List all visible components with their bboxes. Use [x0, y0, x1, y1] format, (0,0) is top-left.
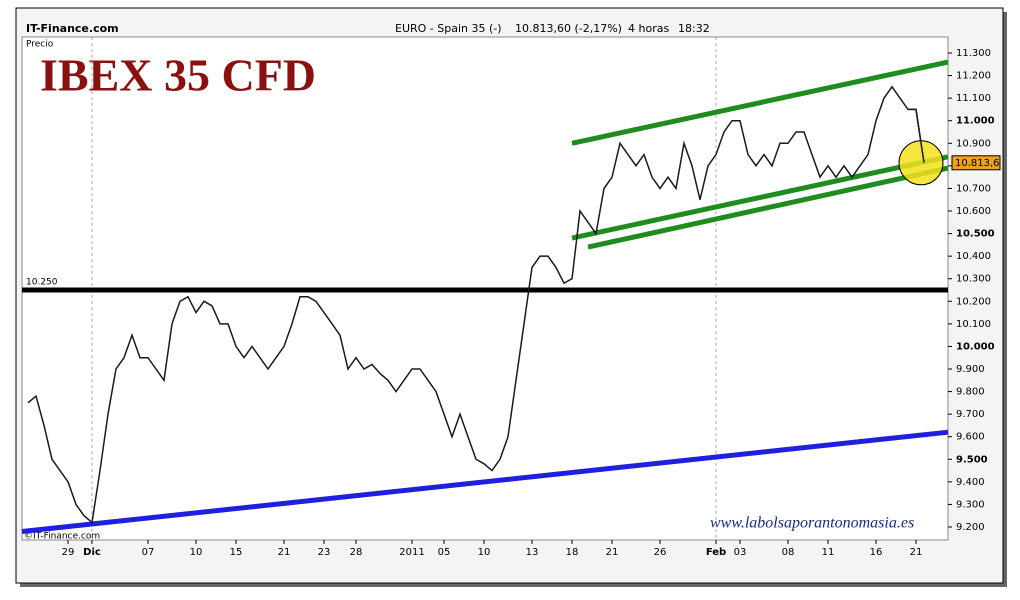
- last-price-label: 10.813,6: [955, 158, 1000, 169]
- trendline: [21, 429, 949, 535]
- x-tick-label: 10: [190, 547, 203, 558]
- y-tick-label: 11.200: [956, 71, 991, 82]
- x-tick-label: 08: [782, 547, 795, 558]
- y-tick-label: 10.700: [956, 183, 991, 194]
- x-tick-label: 21: [278, 547, 291, 558]
- x-tick-label: Feb: [706, 547, 726, 558]
- y-tick-label: 10.200: [956, 296, 991, 307]
- x-tick-label: 10: [478, 547, 491, 558]
- source: IT-Finance.com: [26, 22, 119, 35]
- price-line: [27, 85, 925, 524]
- x-tick-label: 21: [910, 547, 923, 558]
- x-tick-label: 13: [526, 547, 539, 558]
- x-tick-label: 21: [606, 547, 619, 558]
- y-tick-label: 9.800: [956, 387, 985, 398]
- y-label: Precio: [26, 40, 54, 50]
- x-tick-label: 23: [318, 547, 331, 558]
- time: 18:32: [678, 22, 710, 35]
- trendline: [571, 154, 949, 241]
- copyright: ©IT-Finance.com: [24, 532, 100, 542]
- y-tick-label: 9.200: [956, 522, 985, 533]
- period: 4 horas: [628, 22, 669, 35]
- trendline: [587, 165, 949, 250]
- level-label: 10.250: [26, 278, 58, 288]
- chart-title: IBEX 35 CFD: [40, 50, 316, 101]
- x-tick-label: Dic: [83, 547, 101, 558]
- y-tick-label: 10.100: [956, 319, 991, 330]
- x-tick-label: 15: [230, 547, 243, 558]
- y-tick-label: 10.000: [956, 341, 995, 352]
- x-tick-label: 07: [142, 547, 155, 558]
- y-tick-label: 10.500: [956, 229, 995, 240]
- x-tick-label: 03: [734, 547, 747, 558]
- y-tick-label: 9.600: [956, 432, 985, 443]
- x-tick-label: 05: [438, 547, 451, 558]
- website: www.labolsaporantonomasia.es: [710, 515, 914, 532]
- x-tick-label: 26: [654, 547, 667, 558]
- y-tick-label: 9.400: [956, 477, 985, 488]
- quote: 10.813,60 (-2,17%): [515, 22, 622, 35]
- x-tick-label: 29: [62, 547, 75, 558]
- x-tick-label: 18: [566, 547, 579, 558]
- y-tick-label: 9.900: [956, 364, 985, 375]
- x-tick-label: 11: [822, 547, 835, 558]
- y-tick-label: 11.000: [956, 116, 995, 127]
- y-tick-label: 10.900: [956, 138, 991, 149]
- y-tick-label: 9.300: [956, 499, 985, 510]
- y-tick-label: 10.300: [956, 274, 991, 285]
- y-tick-label: 9.700: [956, 409, 985, 420]
- y-tick-label: 10.600: [956, 206, 991, 217]
- x-tick-label: 28: [350, 547, 363, 558]
- y-tick-label: 11.100: [956, 93, 991, 104]
- instrument: EURO - Spain 35 (-): [395, 22, 502, 35]
- y-tick-label: 10.400: [956, 251, 991, 262]
- trendline: [571, 59, 949, 146]
- price-line-top: [908, 108, 925, 163]
- y-tick-label: 11.300: [956, 48, 991, 59]
- x-tick-label: 2011: [399, 547, 424, 558]
- y-tick-label: 9.500: [956, 454, 988, 465]
- last-price-box: [951, 155, 1001, 171]
- x-tick-label: 16: [870, 547, 883, 558]
